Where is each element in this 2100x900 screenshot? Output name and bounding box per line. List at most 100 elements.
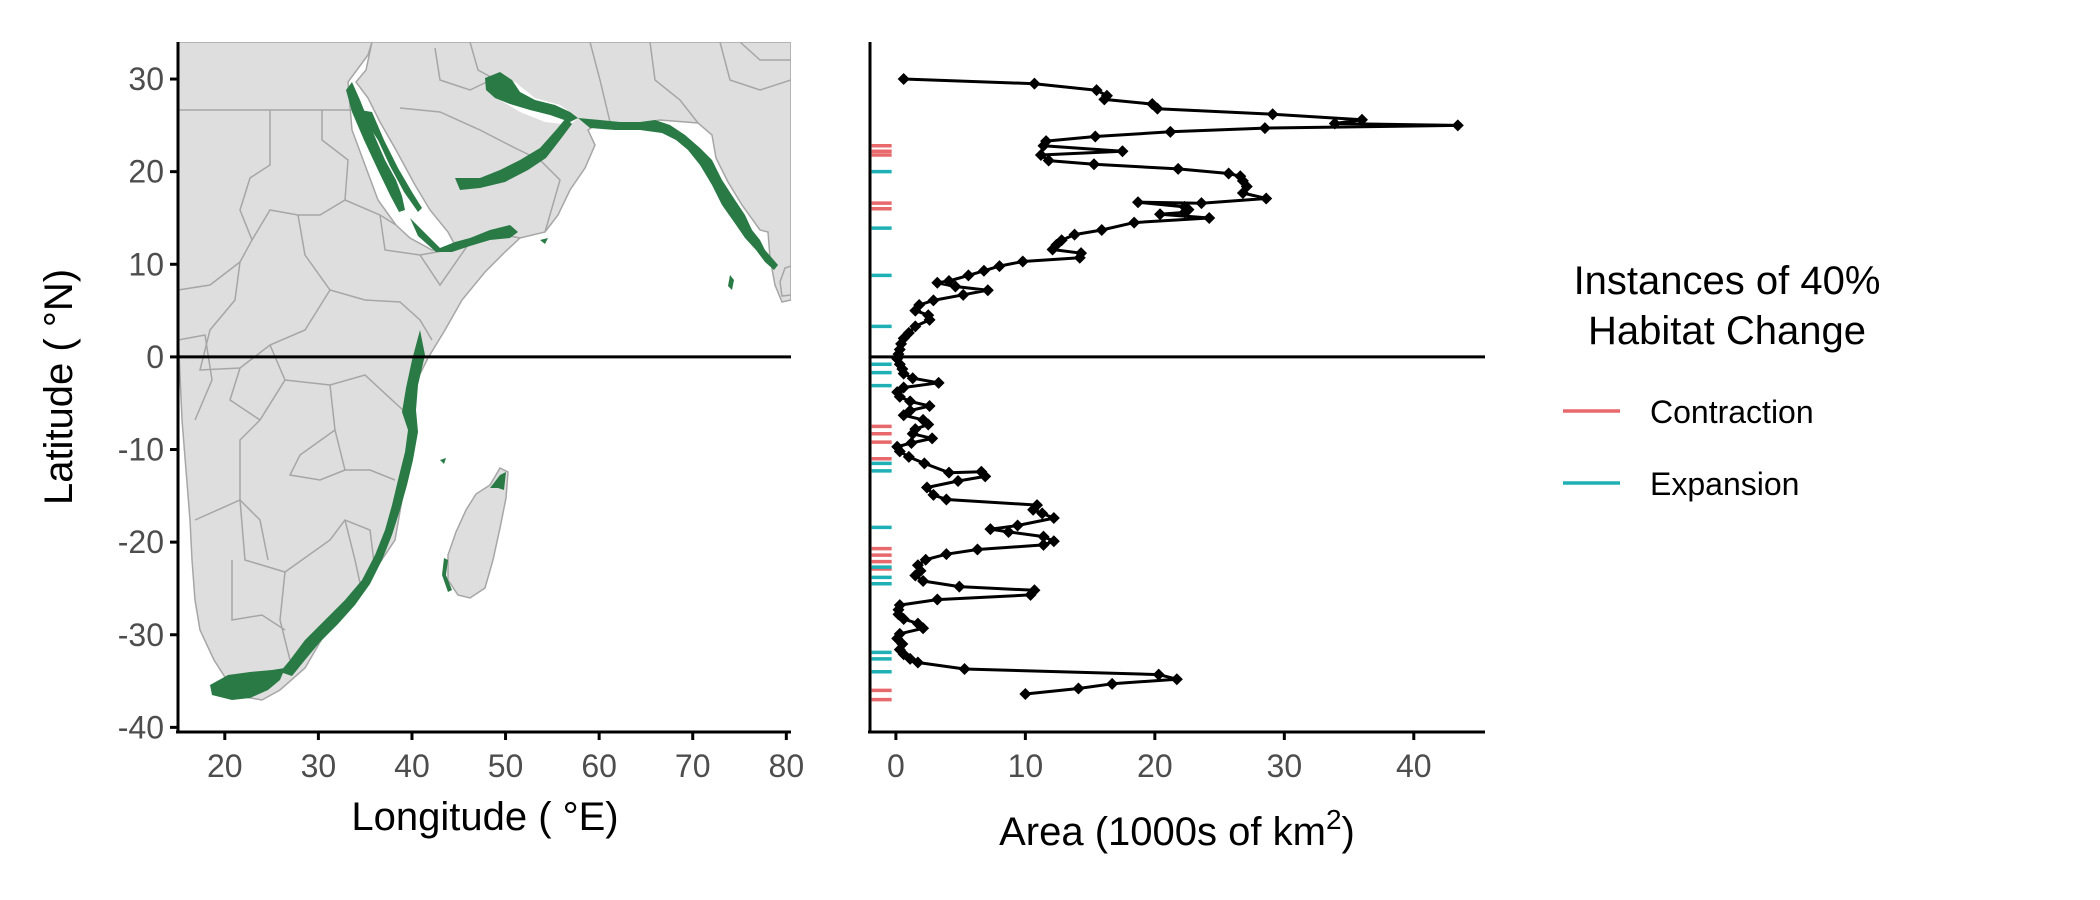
map-y-tick-label: -40	[118, 709, 164, 745]
habitat-patch	[540, 238, 548, 244]
area-point	[1164, 125, 1177, 138]
area-point	[919, 553, 932, 566]
area-point	[1028, 77, 1041, 90]
area-point	[902, 450, 915, 463]
area-point	[1034, 148, 1047, 161]
area-point	[911, 656, 924, 669]
habitat-coverage	[210, 72, 778, 700]
legend-title-line1: Instances of 40%	[1574, 259, 1881, 303]
map-x-tick-label: 70	[675, 748, 711, 784]
area-point	[1260, 192, 1273, 205]
area-point	[906, 427, 919, 440]
area-point	[1037, 139, 1050, 152]
area-point	[897, 73, 910, 86]
area-point	[1019, 688, 1032, 701]
legend: Instances of 40% Habitat Change Contract…	[1563, 259, 1880, 502]
area-point	[897, 613, 910, 626]
country-borders	[178, 42, 791, 661]
area-point	[940, 493, 953, 506]
area-point	[1042, 154, 1055, 167]
area-x-axis-title-close: )	[1342, 810, 1355, 854]
area-point	[931, 593, 944, 606]
area-point	[993, 260, 1006, 273]
area-point	[1046, 243, 1059, 256]
area-point	[949, 280, 962, 293]
area-point	[1037, 530, 1050, 543]
area-point	[1172, 162, 1185, 175]
area-point	[1451, 119, 1464, 132]
area-point	[905, 437, 918, 450]
area-point	[1132, 196, 1145, 209]
area-point	[897, 367, 910, 380]
area-x-tick-label: 10	[1008, 748, 1044, 784]
map-x-tick-label: 80	[769, 748, 805, 784]
area-point	[1106, 677, 1119, 690]
area-point	[1068, 228, 1081, 241]
area-point	[1098, 93, 1111, 106]
area-point	[1258, 122, 1271, 135]
habitat-patch	[346, 82, 405, 212]
area-x-tick-label: 30	[1267, 748, 1303, 784]
area-point	[923, 399, 936, 412]
area-point	[957, 288, 970, 301]
land-asia	[355, 42, 791, 303]
map-y-ticks: 30 20 10 0 -10 -20 -30 -40	[118, 61, 178, 745]
map-y-axis-title: Latitude ( °N)	[37, 269, 81, 505]
map-x-axis-title: Longitude ( °E)	[351, 795, 618, 839]
area-point	[1024, 588, 1037, 601]
area-point	[922, 418, 935, 431]
map-x-tick-label: 60	[581, 748, 617, 784]
area-point	[909, 569, 922, 582]
area-point	[1151, 102, 1164, 115]
area-point	[917, 575, 930, 588]
area-point	[1222, 167, 1235, 180]
area-x-tick-label: 20	[1137, 748, 1173, 784]
area-point	[1116, 145, 1129, 158]
area-point	[1090, 84, 1103, 97]
area-point	[1178, 206, 1191, 219]
area-point	[1087, 158, 1100, 171]
area-x-tick-label: 40	[1396, 748, 1432, 784]
habitat-patch	[485, 72, 578, 122]
area-point	[971, 543, 984, 556]
habitat-patch	[410, 218, 518, 252]
legend-title-line2: Habitat Change	[1588, 309, 1866, 353]
area-point	[953, 580, 966, 593]
area-x-axis-title-main: Area (1000s of km	[999, 810, 1326, 854]
area-point	[942, 274, 955, 287]
area-point	[1095, 224, 1108, 237]
area-point	[1011, 519, 1024, 532]
habitat-patch	[210, 668, 285, 700]
area-point	[906, 372, 919, 385]
map-area	[178, 42, 791, 701]
legend-label-contraction: Contraction	[1650, 394, 1814, 430]
habitat-patch	[455, 118, 572, 190]
area-series	[891, 73, 1464, 701]
habitat-patch	[360, 110, 422, 212]
area-x-ticks: 0 10 20 30 40	[887, 732, 1432, 784]
area-point	[1195, 197, 1208, 210]
area-point	[931, 276, 944, 289]
area-point	[977, 264, 990, 277]
map-y-tick-label: -10	[118, 432, 164, 468]
habitat-patch	[440, 458, 446, 464]
map-y-tick-label: -30	[118, 617, 164, 653]
area-point	[927, 488, 940, 501]
area-point	[962, 269, 975, 282]
map-y-tick-label: 0	[146, 339, 164, 375]
area-x-axis-title: Area (1000s of km2)	[999, 804, 1355, 854]
area-point	[927, 294, 940, 307]
map-y-tick-label: 30	[128, 61, 164, 97]
area-x-tick-label: 0	[887, 748, 905, 784]
area-point	[1047, 512, 1060, 525]
area-point	[1154, 208, 1167, 221]
area-point	[1027, 503, 1040, 516]
map-y-tick-label: 10	[128, 246, 164, 282]
land-srilanka	[779, 265, 791, 297]
habitat-patch	[280, 330, 425, 676]
area-point	[909, 320, 922, 333]
area-point	[1266, 108, 1279, 121]
area-point	[926, 432, 939, 445]
area-point	[942, 466, 955, 479]
